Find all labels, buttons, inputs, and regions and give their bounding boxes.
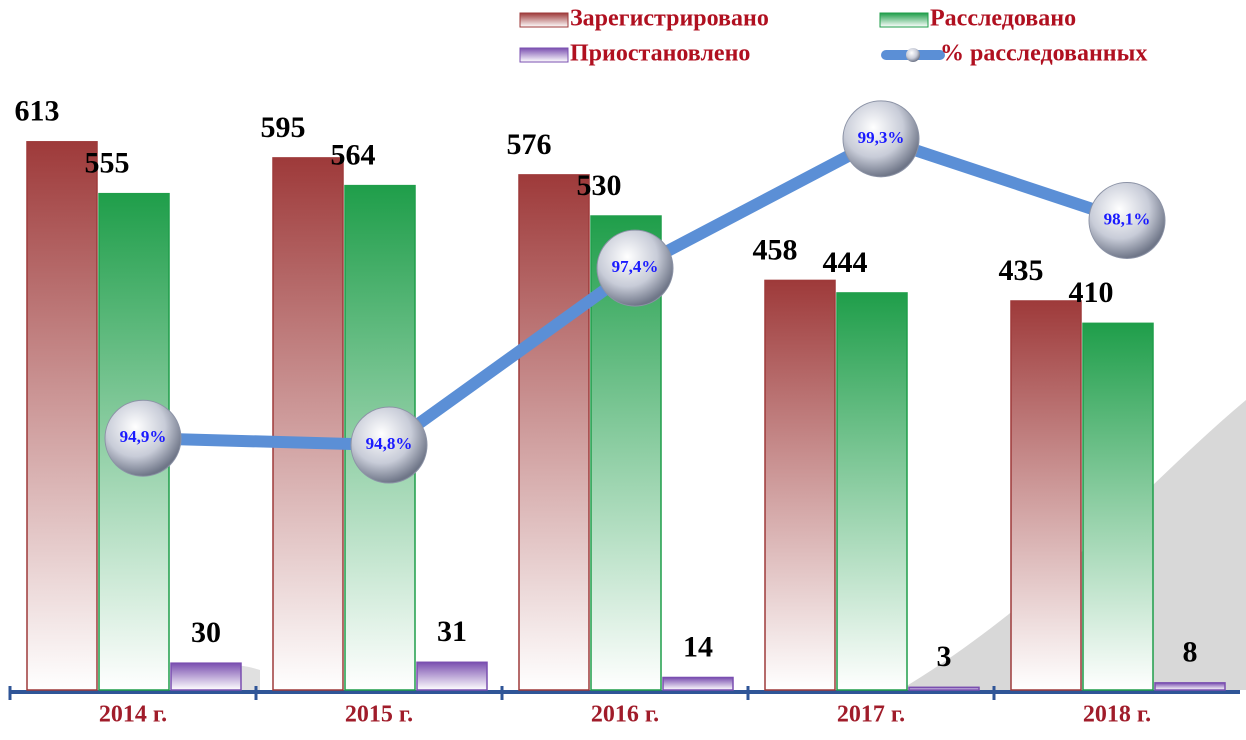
bar — [908, 686, 980, 691]
x-tick-label: 2015 г. — [345, 702, 413, 728]
data-label: 94,8% — [366, 434, 413, 453]
data-label: 613 — [15, 95, 60, 128]
data-label: 444 — [823, 246, 868, 279]
legend-swatch — [519, 12, 569, 28]
legend-label: Приостановлено — [570, 41, 750, 67]
bar — [1010, 300, 1082, 691]
data-label: 530 — [577, 169, 622, 202]
line-marker — [842, 100, 920, 178]
bar — [26, 141, 98, 691]
x-tick-label: 2018 г. — [1083, 702, 1151, 728]
line-marker — [596, 229, 674, 307]
data-label: 97,4% — [612, 257, 659, 276]
data-label: 576 — [507, 128, 552, 161]
legend-label: Расследовано — [930, 6, 1076, 32]
data-label: 3 — [937, 640, 952, 673]
data-label: 595 — [261, 111, 306, 144]
bar — [836, 292, 908, 691]
line-marker — [350, 406, 428, 484]
legend-label: % расследованных — [940, 41, 1147, 67]
data-label: 99,3% — [858, 128, 905, 147]
x-tick-label: 2017 г. — [837, 702, 905, 728]
data-label: 410 — [1069, 276, 1114, 309]
bar — [272, 157, 344, 691]
x-tick-label: 2016 г. — [591, 702, 659, 728]
data-label: 435 — [999, 254, 1044, 287]
bar — [662, 676, 734, 691]
data-label: 98,1% — [1104, 209, 1151, 228]
data-label: 8 — [1183, 636, 1198, 669]
decor-swoosh — [900, 400, 1246, 690]
line-marker — [104, 399, 182, 477]
bar — [170, 662, 242, 691]
data-label: 31 — [437, 615, 467, 648]
bar — [764, 279, 836, 691]
bar — [1082, 322, 1154, 691]
bar — [416, 661, 488, 691]
bar — [1154, 682, 1226, 691]
data-label: 14 — [683, 630, 713, 663]
data-label: 94,9% — [120, 427, 167, 446]
line-marker — [1088, 182, 1166, 259]
legend-swatch — [519, 47, 569, 63]
legend-label: Зарегистрировано — [570, 6, 769, 32]
data-label: 564 — [331, 139, 376, 172]
data-label: 458 — [753, 233, 798, 266]
data-label: 30 — [191, 616, 221, 649]
x-tick-label: 2014 г. — [99, 702, 167, 728]
legend-swatch — [879, 12, 929, 28]
legend-swatch — [906, 48, 920, 62]
data-label: 555 — [85, 147, 130, 180]
bar — [518, 174, 590, 691]
